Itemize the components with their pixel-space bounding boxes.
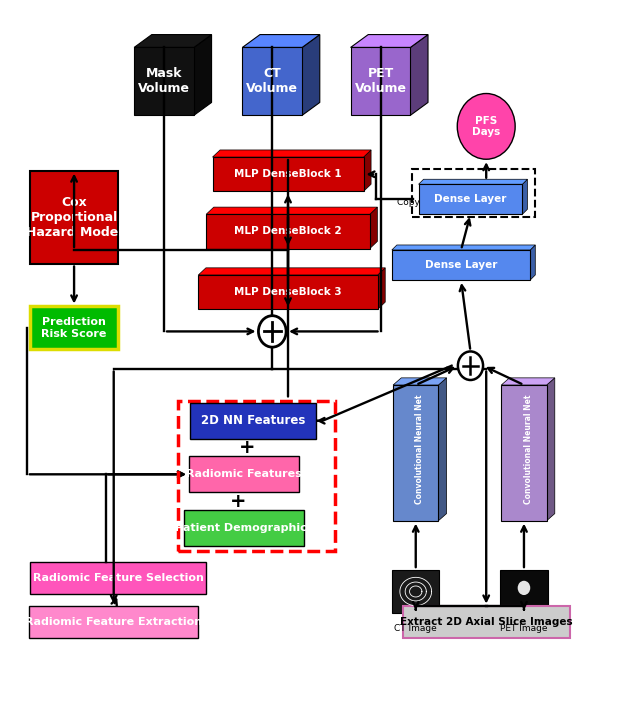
FancyBboxPatch shape: [392, 570, 439, 613]
Polygon shape: [393, 378, 447, 385]
Text: Extract 2D Axial Slice Images: Extract 2D Axial Slice Images: [400, 617, 573, 627]
FancyBboxPatch shape: [500, 570, 548, 613]
Polygon shape: [547, 378, 555, 521]
Text: 2D NN Features: 2D NN Features: [201, 414, 305, 427]
Text: Mask
Volume: Mask Volume: [138, 68, 190, 95]
Text: MLP DenseBlock 2: MLP DenseBlock 2: [234, 226, 342, 236]
Polygon shape: [198, 268, 385, 275]
Text: MLP DenseBlock 3: MLP DenseBlock 3: [234, 287, 342, 297]
FancyBboxPatch shape: [30, 562, 206, 593]
Polygon shape: [410, 35, 428, 115]
Text: Patient Demographics: Patient Demographics: [175, 523, 313, 533]
Text: Cox
Proportional
Hazard Model: Cox Proportional Hazard Model: [26, 196, 122, 238]
Text: Copy Features: Copy Features: [397, 198, 461, 207]
Text: Convolutional Neural Net: Convolutional Neural Net: [415, 395, 424, 504]
Polygon shape: [134, 35, 212, 48]
FancyBboxPatch shape: [501, 385, 547, 521]
Circle shape: [457, 94, 515, 159]
Text: Prediction
Risk Score: Prediction Risk Score: [42, 317, 107, 338]
FancyBboxPatch shape: [351, 48, 410, 115]
FancyBboxPatch shape: [29, 606, 198, 638]
Polygon shape: [378, 268, 385, 310]
Text: +: +: [239, 438, 255, 457]
Text: Radiomic Features: Radiomic Features: [186, 469, 302, 480]
FancyBboxPatch shape: [403, 606, 570, 638]
FancyBboxPatch shape: [189, 456, 299, 492]
Text: Radiomic Feature Extraction: Radiomic Feature Extraction: [25, 617, 202, 627]
Circle shape: [259, 315, 286, 347]
Polygon shape: [522, 179, 527, 215]
Polygon shape: [531, 245, 535, 280]
Text: CT
Volume: CT Volume: [246, 68, 298, 95]
Polygon shape: [194, 35, 212, 115]
Circle shape: [518, 581, 531, 595]
Polygon shape: [243, 35, 320, 48]
Polygon shape: [501, 378, 555, 385]
FancyBboxPatch shape: [392, 250, 531, 280]
FancyBboxPatch shape: [30, 171, 118, 264]
Polygon shape: [206, 207, 378, 215]
Polygon shape: [370, 207, 378, 248]
Circle shape: [458, 351, 483, 380]
Polygon shape: [392, 245, 535, 250]
FancyBboxPatch shape: [198, 275, 378, 310]
FancyBboxPatch shape: [393, 385, 438, 521]
Text: +: +: [229, 492, 246, 510]
Text: PFS
Days: PFS Days: [472, 116, 500, 138]
Polygon shape: [351, 35, 428, 48]
Text: Dense Layer: Dense Layer: [435, 194, 507, 204]
FancyBboxPatch shape: [30, 307, 118, 349]
Text: PET Image: PET Image: [500, 624, 548, 633]
Text: Convolutional Neural Net: Convolutional Neural Net: [524, 395, 532, 504]
FancyBboxPatch shape: [206, 215, 370, 248]
Polygon shape: [302, 35, 320, 115]
Text: PET
Volume: PET Volume: [355, 68, 406, 95]
FancyBboxPatch shape: [419, 184, 522, 215]
Text: Radiomic Feature Selection: Radiomic Feature Selection: [33, 573, 204, 583]
Text: MLP DenseBlock 1: MLP DenseBlock 1: [234, 169, 342, 179]
FancyBboxPatch shape: [191, 403, 316, 438]
Text: CT Image: CT Image: [394, 624, 437, 633]
FancyBboxPatch shape: [212, 157, 364, 192]
Polygon shape: [438, 378, 447, 521]
FancyBboxPatch shape: [184, 510, 304, 546]
Polygon shape: [364, 150, 371, 192]
Polygon shape: [419, 179, 527, 184]
FancyBboxPatch shape: [134, 48, 194, 115]
Polygon shape: [212, 150, 371, 157]
FancyBboxPatch shape: [243, 48, 302, 115]
Text: Dense Layer: Dense Layer: [425, 260, 497, 270]
